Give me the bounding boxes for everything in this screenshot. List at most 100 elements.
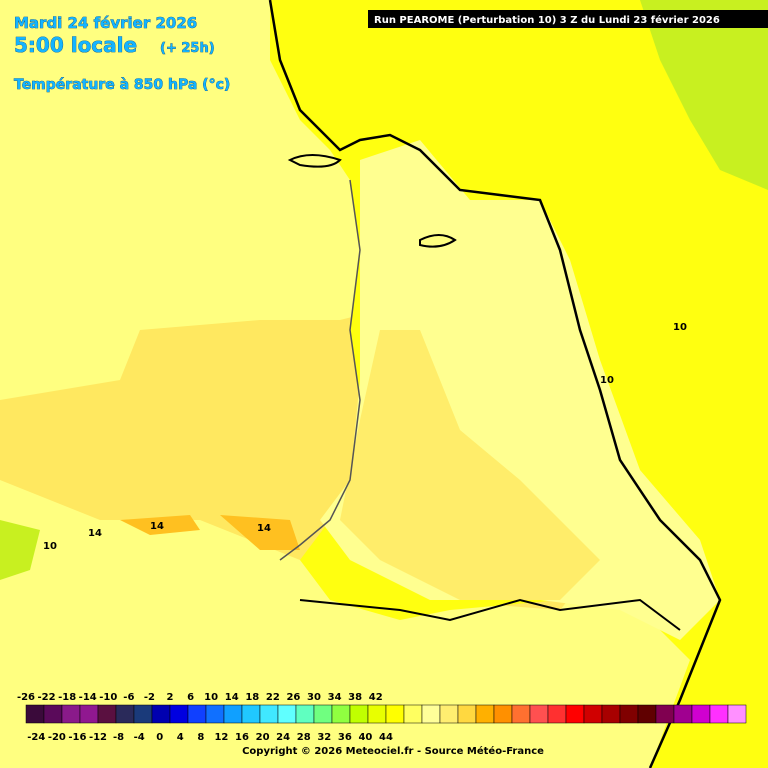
legend-swatch — [169, 704, 189, 724]
legend-label: -4 — [134, 732, 145, 743]
legend-label: 8 — [197, 732, 204, 743]
legend-label: -16 — [68, 732, 86, 743]
legend-label: 26 — [286, 692, 300, 703]
legend-label: -12 — [89, 732, 107, 743]
legend-swatch — [61, 704, 81, 724]
legend-swatch — [187, 704, 207, 724]
southern-contour — [299, 598, 681, 631]
cool-area — [640, 0, 768, 190]
legend-label: -20 — [48, 732, 66, 743]
legend-swatch — [367, 704, 387, 724]
legend-swatch — [475, 704, 495, 724]
run-banner — [368, 10, 768, 28]
legend-swatch — [709, 704, 729, 724]
legend-label: -14 — [79, 692, 97, 703]
legend-label: 44 — [379, 732, 393, 743]
coastline-boundary — [268, 0, 722, 768]
legend-swatch — [637, 704, 657, 724]
legend-label: 2 — [167, 692, 174, 703]
legend-label: 32 — [317, 732, 331, 743]
legend-swatch — [79, 704, 99, 724]
legend-label: -26 — [17, 692, 35, 703]
legend-swatch — [601, 704, 621, 724]
contour-label: 10 — [43, 541, 57, 552]
legend-label: -2 — [144, 692, 155, 703]
legend-label: 30 — [307, 692, 321, 703]
legend-swatch — [385, 704, 405, 724]
legend-swatch — [673, 704, 693, 724]
legend-swatch — [421, 704, 441, 724]
legend-label: -18 — [58, 692, 76, 703]
legend-label: 24 — [276, 732, 290, 743]
legend-swatch — [349, 704, 369, 724]
legend-label: 34 — [328, 692, 342, 703]
legend-swatch — [43, 704, 63, 724]
legend-label: 4 — [177, 732, 184, 743]
copyright: Copyright © 2026 Meteociel.fr - Source M… — [242, 745, 544, 757]
legend-swatch — [439, 704, 459, 724]
legend-label: 0 — [156, 732, 163, 743]
legend-swatch — [313, 704, 333, 724]
legend-swatch — [223, 704, 243, 724]
legend-label: 38 — [348, 692, 362, 703]
legend-swatch — [151, 704, 171, 724]
coastline — [279, 179, 361, 561]
legend-swatch — [25, 704, 45, 724]
legend-swatch — [133, 704, 153, 724]
legend-label: -6 — [123, 692, 134, 703]
legend-label: 10 — [204, 692, 218, 703]
date: Mardi 24 février 2026 — [14, 14, 197, 32]
legend-label: 40 — [358, 732, 372, 743]
legend-swatch — [457, 704, 477, 724]
legend-label: -24 — [27, 732, 45, 743]
legend-label: 6 — [187, 692, 194, 703]
inland-warm-area — [340, 330, 600, 600]
legend-swatch — [295, 704, 315, 724]
legend-label: 14 — [225, 692, 239, 703]
contour-label: 14 — [257, 523, 271, 534]
legend-swatch — [727, 704, 747, 724]
legend-label: 36 — [338, 732, 352, 743]
legend-label: -8 — [113, 732, 124, 743]
contour-label: 14 — [150, 521, 164, 532]
legend-swatch — [205, 704, 225, 724]
cool-area-west — [0, 520, 40, 580]
legend-swatch — [565, 704, 585, 724]
field-name: Température à 850 hPa (°c) — [14, 77, 230, 93]
legend-label: 16 — [235, 732, 249, 743]
legend-swatch — [511, 704, 531, 724]
legend-swatch — [583, 704, 603, 724]
legend-label: 42 — [369, 692, 383, 703]
legend-swatch — [547, 704, 567, 724]
legend-swatch — [403, 704, 423, 724]
legend-swatch — [529, 704, 549, 724]
legend-label: 20 — [256, 732, 270, 743]
legend-swatch — [331, 704, 351, 724]
legend-swatch — [493, 704, 513, 724]
legend-swatch — [691, 704, 711, 724]
legend: -26 -22 -18 -14 -10 -6 -2 2 6 10 14 18 22 26 30 34 38 42-… — [17, 692, 747, 743]
run-info: Run PEAROME (Perturbation 10) 3 Z du Lun… — [374, 14, 720, 26]
legend-swatch — [115, 704, 135, 724]
legend-swatch — [241, 704, 261, 724]
legend-swatch — [619, 704, 639, 724]
lakes — [287, 154, 457, 248]
legend-label: 22 — [266, 692, 280, 703]
legend-label: 28 — [297, 732, 311, 743]
warm-patch — [120, 515, 300, 550]
legend-swatch — [277, 704, 297, 724]
legend-label: -22 — [38, 692, 56, 703]
contour-label: 10 — [673, 322, 687, 333]
legend-label: 12 — [214, 732, 228, 743]
local-time: 5:00 locale — [14, 33, 137, 57]
forecast-offset: (+ 25h) — [160, 41, 215, 56]
legend-label: -10 — [99, 692, 117, 703]
legend-swatch — [655, 704, 675, 724]
legend-label: 18 — [245, 692, 259, 703]
legend-swatch — [259, 704, 279, 724]
contour-label: 10 — [600, 375, 614, 386]
contour-label: 14 — [88, 528, 102, 539]
legend-swatch — [97, 704, 117, 724]
